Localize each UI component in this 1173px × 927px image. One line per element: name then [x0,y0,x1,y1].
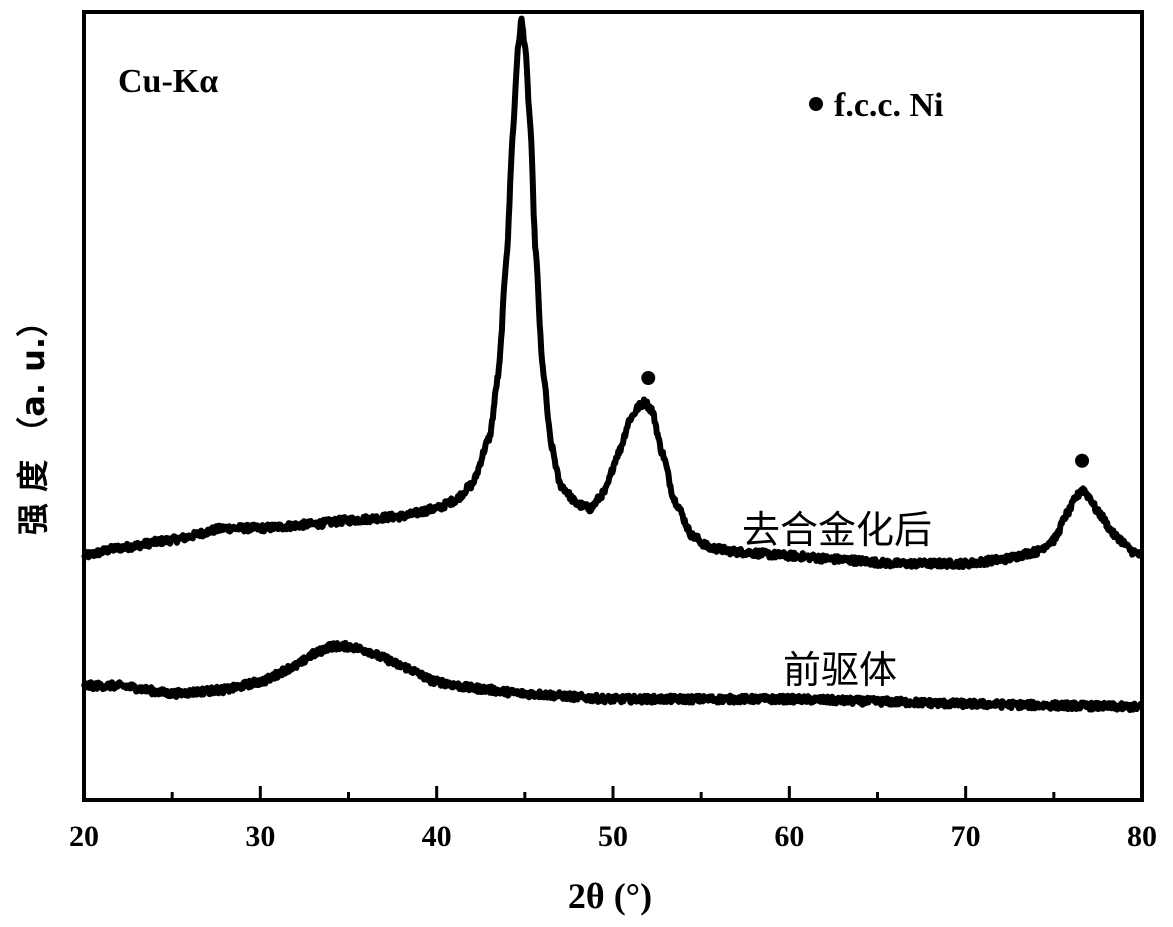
x-tick-label: 30 [245,820,275,853]
peak-marker [1075,454,1089,468]
x-axis-tick-labels: 20 30 40 50 60 70 80 [69,820,1157,853]
series-label-precursor: 前驱体 [783,648,897,692]
radiation-annotation: Cu-Kα [118,63,218,100]
x-tick-label: 60 [774,820,804,853]
x-tick-label: 40 [422,820,452,853]
x-tick-label: 20 [69,820,99,853]
fcc-ni-legend-label: f.c.c. Ni [834,87,944,124]
y-axis-title: 强 度 （a. u.） [14,305,52,535]
peak-markers [514,0,1089,468]
x-tick-label: 80 [1127,820,1157,853]
x-axis-ticks [84,786,1142,800]
series-line-precursor [84,643,1142,710]
fcc-ni-legend-marker [809,97,823,111]
peak-marker [641,371,655,385]
series-line-dealloyed [84,19,1142,568]
series-lines [84,19,1142,711]
x-tick-label: 50 [598,820,628,853]
x-tick-label: 70 [951,820,981,853]
series-label-dealloyed: 去合金化后 [742,508,932,552]
x-axis-title: 2θ (°) [568,876,652,916]
